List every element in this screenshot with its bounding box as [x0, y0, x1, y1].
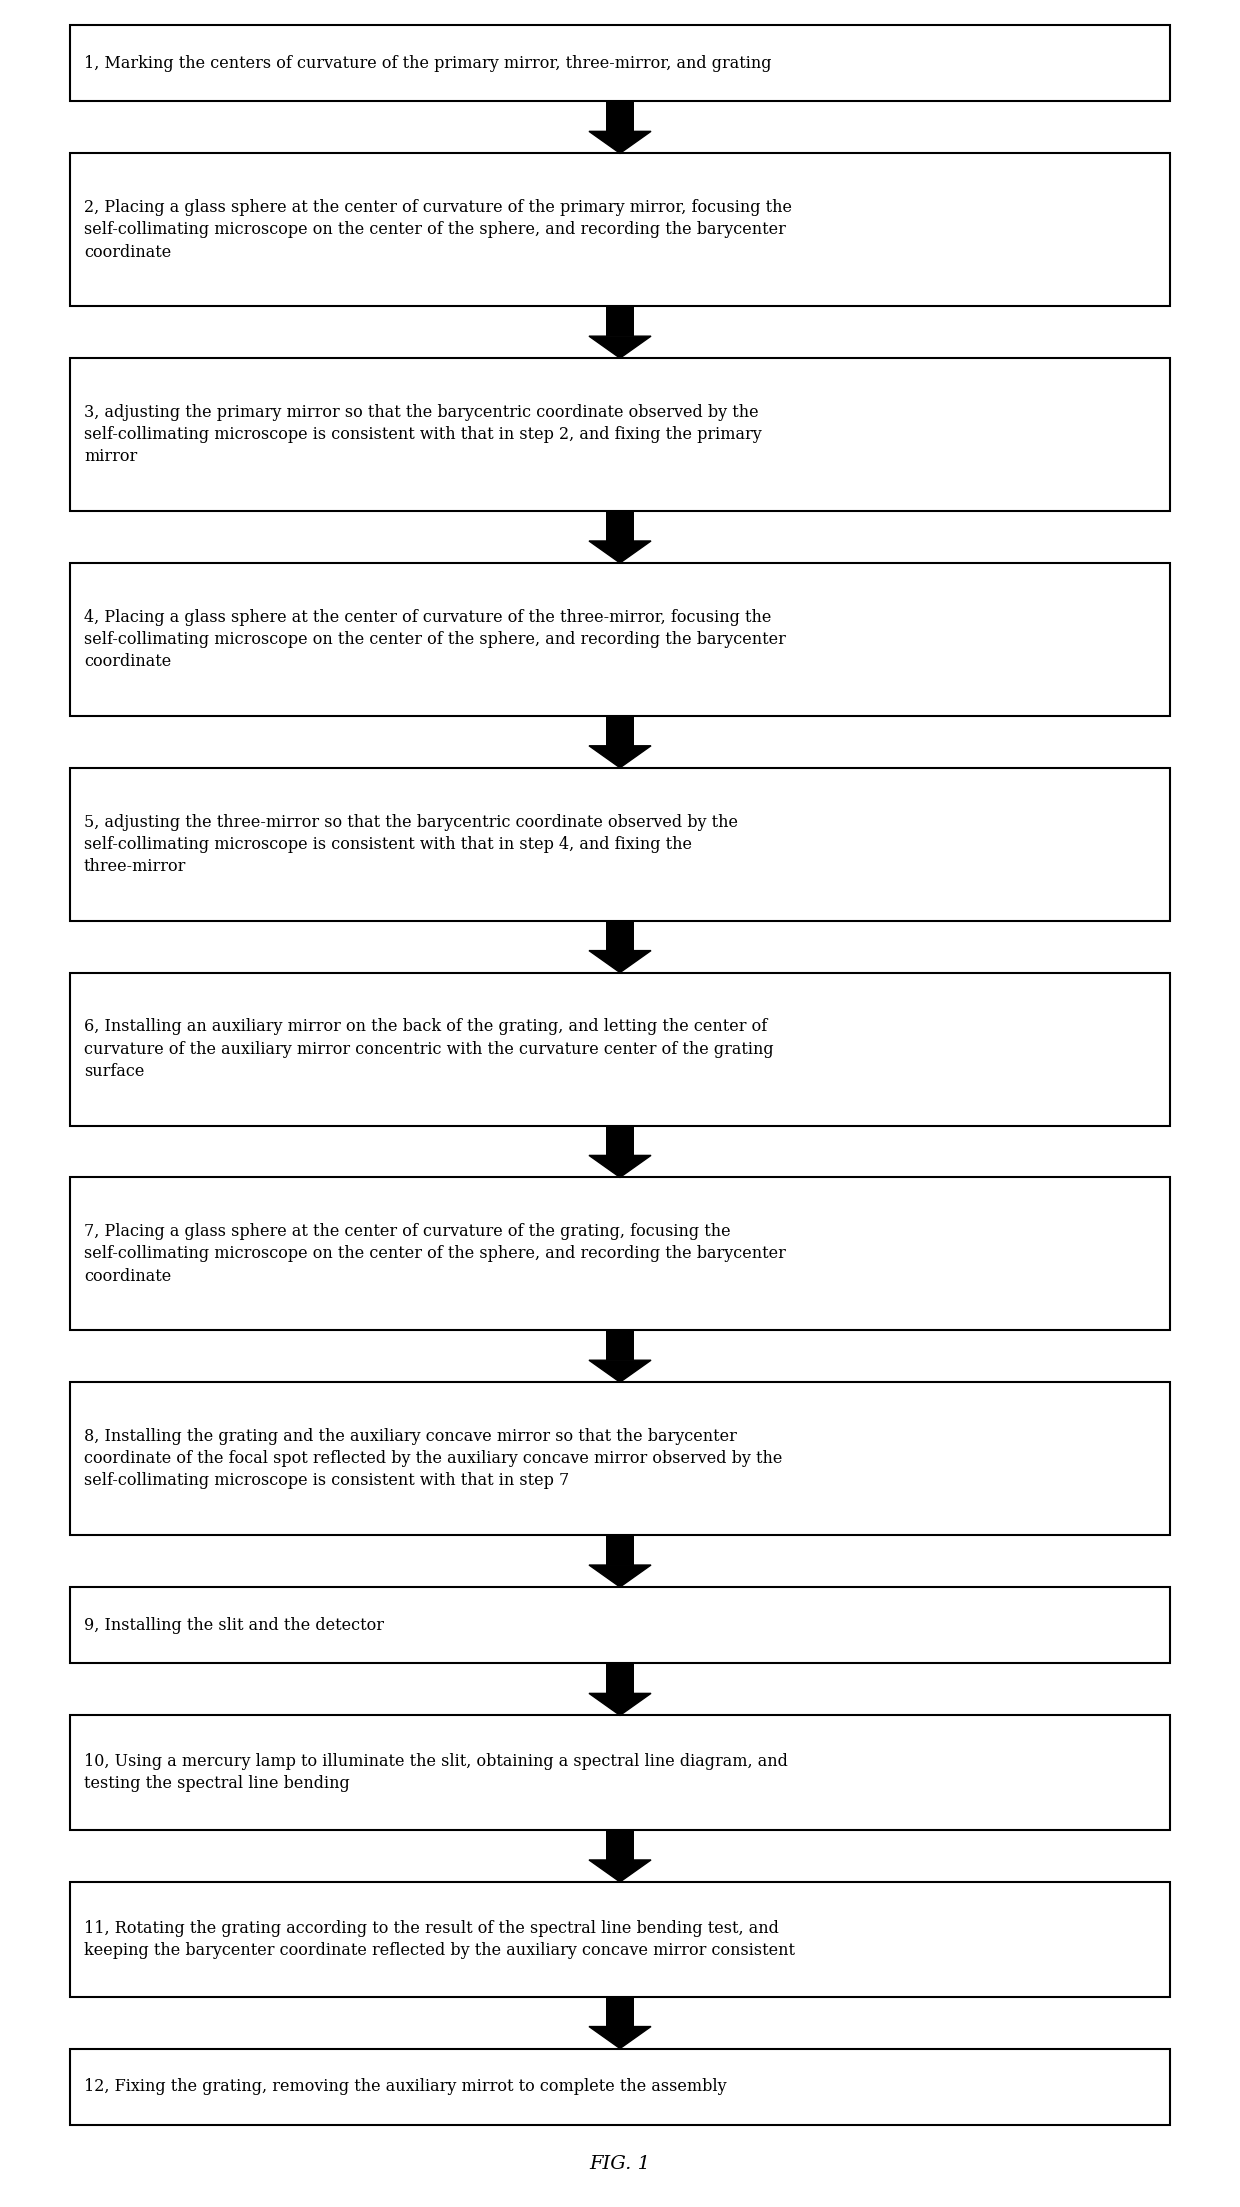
Text: 8, Installing the grating and the auxiliary concave mirror so that the barycente: 8, Installing the grating and the auxili…	[84, 1428, 782, 1490]
Polygon shape	[589, 746, 651, 768]
Bar	[69, 768, 1171, 920]
Bar	[69, 1176, 1171, 1331]
Bar	[69, 563, 1171, 715]
Polygon shape	[589, 1693, 651, 1715]
Text: 10, Using a mercury lamp to illuminate the slit, obtaining a spectral line diagr: 10, Using a mercury lamp to illuminate t…	[84, 1752, 787, 1792]
Polygon shape	[589, 951, 651, 973]
Polygon shape	[589, 1156, 651, 1176]
Polygon shape	[589, 335, 651, 358]
Bar	[606, 1536, 634, 1565]
Text: 9, Installing the slit and the detector: 9, Installing the slit and the detector	[84, 1618, 384, 1633]
Polygon shape	[589, 132, 651, 152]
Text: 7, Placing a glass sphere at the center of curvature of the grating, focusing th: 7, Placing a glass sphere at the center …	[84, 1223, 786, 1284]
Text: FIG. 1: FIG. 1	[589, 2154, 651, 2174]
Bar	[69, 2048, 1171, 2125]
Text: 1, Marking the centers of curvature of the primary mirror, three-mirror, and gra: 1, Marking the centers of curvature of t…	[84, 55, 771, 73]
Bar	[606, 102, 634, 132]
Bar	[606, 920, 634, 951]
Text: 11, Rotating the grating according to the result of the spectral line bending te: 11, Rotating the grating according to th…	[84, 1920, 795, 1960]
Bar	[606, 307, 634, 335]
Polygon shape	[589, 1861, 651, 1883]
Bar	[606, 512, 634, 541]
Bar	[69, 973, 1171, 1126]
Bar	[69, 152, 1171, 307]
Bar	[606, 1331, 634, 1360]
Bar	[606, 1126, 634, 1156]
Bar	[69, 1587, 1171, 1664]
Bar	[606, 715, 634, 746]
Polygon shape	[589, 541, 651, 563]
Text: 4, Placing a glass sphere at the center of curvature of the three-mirror, focusi: 4, Placing a glass sphere at the center …	[84, 609, 786, 671]
Bar	[606, 1997, 634, 2026]
Text: 3, adjusting the primary mirror so that the barycentric coordinate observed by t: 3, adjusting the primary mirror so that …	[84, 404, 761, 466]
Bar	[69, 1883, 1171, 1997]
Polygon shape	[589, 1360, 651, 1382]
Bar	[69, 1715, 1171, 1830]
Polygon shape	[589, 1565, 651, 1587]
Bar	[606, 1830, 634, 1861]
Text: 12, Fixing the grating, removing the auxiliary mirrot to complete the assembly: 12, Fixing the grating, removing the aux…	[84, 2079, 727, 2094]
Bar	[69, 358, 1171, 512]
Bar	[69, 1382, 1171, 1536]
Text: 5, adjusting the three-mirror so that the barycentric coordinate observed by the: 5, adjusting the three-mirror so that th…	[84, 814, 738, 874]
Bar	[606, 1664, 634, 1693]
Bar	[69, 24, 1171, 102]
Text: 2, Placing a glass sphere at the center of curvature of the primary mirror, focu: 2, Placing a glass sphere at the center …	[84, 199, 792, 260]
Text: 6, Installing an auxiliary mirror on the back of the grating, and letting the ce: 6, Installing an auxiliary mirror on the…	[84, 1017, 774, 1079]
Polygon shape	[589, 2026, 651, 2048]
